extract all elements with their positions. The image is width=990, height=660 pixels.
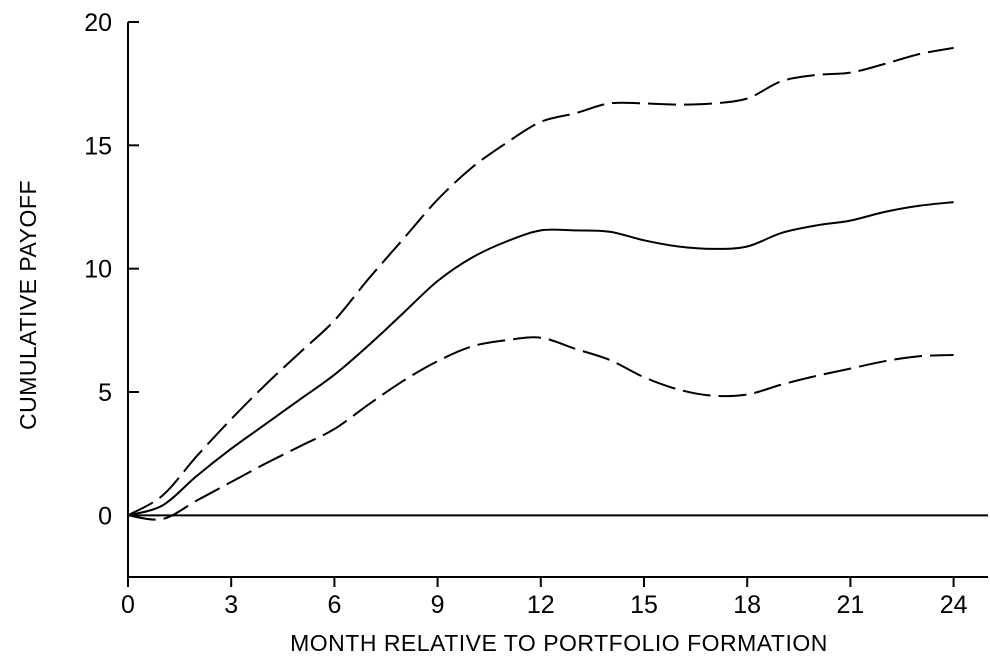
series-lines bbox=[127, 46, 954, 521]
x-tick-label: 15 bbox=[630, 591, 658, 619]
x-tick-label: 18 bbox=[733, 591, 761, 619]
x-axis-title: MONTH RELATIVE TO PORTFOLIO FORMATION bbox=[290, 630, 828, 656]
x-tick-label: 21 bbox=[836, 591, 864, 619]
y-axis-title: CUMULATIVE PAYOFF bbox=[15, 180, 41, 430]
x-tick-label: 0 bbox=[121, 591, 135, 619]
x-tick-label: 9 bbox=[431, 591, 445, 619]
x-tick-label: 6 bbox=[327, 591, 341, 619]
y-tick-label: 5 bbox=[98, 379, 112, 407]
upper-bound-dashed-line bbox=[127, 46, 954, 517]
y-tick-label: 20 bbox=[84, 9, 112, 37]
y-tick-label: 0 bbox=[98, 502, 112, 530]
x-tick-label: 3 bbox=[224, 591, 238, 619]
y-tick-label: 10 bbox=[84, 256, 112, 284]
y-tick-label: 15 bbox=[84, 132, 112, 160]
lower-bound-dashed-line bbox=[127, 336, 954, 521]
axes: 0 3 6 9 12 15 18 21 24 0 5 10 15 20 bbox=[84, 9, 988, 619]
cumulative-payoff-line bbox=[127, 201, 954, 517]
x-tick-label: 24 bbox=[940, 591, 968, 619]
x-tick-label: 12 bbox=[527, 591, 555, 619]
